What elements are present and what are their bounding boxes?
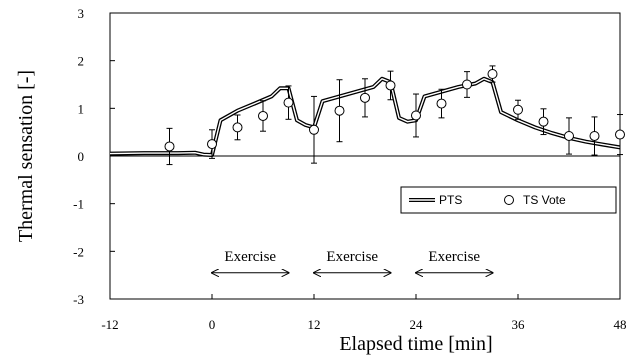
legend-vote-label: TS Vote bbox=[523, 193, 566, 207]
ts-vote-point bbox=[411, 93, 421, 138]
ts-vote-marker bbox=[385, 80, 396, 91]
ts-vote-marker bbox=[232, 122, 243, 133]
y-axis-title: Thermal sensation [-] bbox=[15, 70, 37, 242]
ts-vote-marker bbox=[615, 129, 625, 140]
ts-vote-marker bbox=[207, 139, 217, 150]
ts-vote-point bbox=[564, 117, 574, 155]
x-tick-label: 24 bbox=[410, 317, 424, 332]
ts-vote-marker bbox=[309, 124, 319, 135]
exercise-label: Exercise bbox=[326, 249, 378, 265]
ts-vote-marker bbox=[360, 92, 370, 103]
ts-vote-point bbox=[436, 88, 447, 119]
x-tick-label: 48 bbox=[614, 317, 627, 332]
y-tick-label: -1 bbox=[73, 197, 84, 212]
ts-vote-point bbox=[232, 114, 243, 141]
ts-vote-point bbox=[462, 71, 472, 98]
ts-vote-marker bbox=[164, 141, 175, 152]
ts-vote-point bbox=[589, 116, 600, 156]
ts-vote-point bbox=[513, 99, 523, 120]
y-tick-label: -3 bbox=[73, 292, 84, 307]
ts-vote-marker bbox=[564, 130, 574, 141]
ts-vote-marker bbox=[462, 79, 472, 90]
x-tick-label: 0 bbox=[209, 317, 216, 332]
ts-vote-point bbox=[538, 108, 549, 136]
x-axis-title: Elapsed time [min] bbox=[339, 333, 492, 355]
y-tick-label: -2 bbox=[73, 244, 84, 259]
ts-vote-point bbox=[309, 95, 319, 164]
ts-vote-point bbox=[283, 85, 294, 120]
exercise-label: Exercise bbox=[428, 249, 480, 265]
ts-vote-marker bbox=[538, 116, 549, 127]
ts-vote-marker bbox=[334, 105, 345, 116]
ts-vote-marker bbox=[436, 98, 447, 109]
ts-vote-marker bbox=[258, 110, 268, 121]
y-tick-label: 0 bbox=[78, 149, 85, 164]
y-tick-label: 3 bbox=[78, 6, 85, 21]
ts-vote-marker bbox=[487, 69, 498, 80]
x-tick-label: -12 bbox=[101, 317, 118, 332]
y-tick-label: 2 bbox=[78, 54, 85, 69]
ts-vote-marker bbox=[513, 104, 523, 115]
ts-vote-point bbox=[258, 100, 268, 132]
ts-vote-point bbox=[360, 78, 370, 118]
ts-vote-point bbox=[334, 79, 345, 143]
legend-pts-label: PTS bbox=[439, 193, 462, 207]
ts-vote-marker bbox=[411, 110, 421, 121]
x-tick-label: 12 bbox=[308, 317, 321, 332]
ts-vote-point bbox=[207, 129, 217, 159]
legend-vote-marker bbox=[504, 195, 514, 205]
ts-vote-point bbox=[385, 70, 396, 101]
y-tick-label: 1 bbox=[78, 101, 85, 116]
legend: PTS TS Vote bbox=[400, 186, 617, 214]
ts-vote-marker bbox=[283, 97, 294, 108]
ts-vote-point bbox=[487, 65, 498, 83]
ts-vote-marker bbox=[589, 130, 600, 141]
x-tick-label: 36 bbox=[512, 317, 526, 332]
ts-vote-point bbox=[164, 127, 175, 166]
ts-vote-point bbox=[615, 114, 625, 156]
exercise-label: Exercise bbox=[224, 249, 276, 265]
